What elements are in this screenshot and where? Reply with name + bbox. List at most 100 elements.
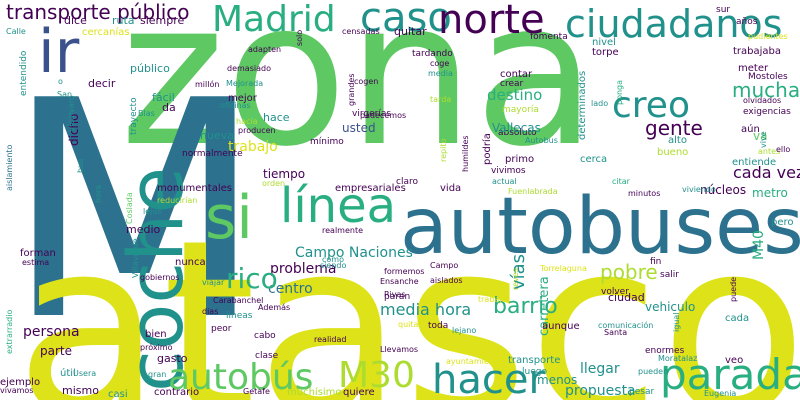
- word-157: vivimos: [491, 166, 526, 176]
- word-188: torpe: [592, 47, 619, 58]
- word-79: Coslada: [125, 192, 134, 224]
- word-22: problema: [270, 261, 337, 277]
- word-127: extrarradio: [5, 309, 14, 354]
- word-136: lejano: [452, 326, 477, 335]
- word-77: hora: [94, 184, 103, 203]
- word-78: bus: [76, 158, 85, 173]
- word-85: forman: [20, 248, 56, 259]
- word-139: luego: [522, 367, 547, 377]
- word-1: M: [5, 37, 264, 386]
- word-55: decir: [88, 77, 116, 90]
- word-113: comunicación: [598, 321, 654, 330]
- word-172: repito: [439, 138, 448, 162]
- word-42: dice: [64, 14, 87, 27]
- word-145: Getafe: [243, 387, 270, 396]
- word-121: mismo: [62, 384, 99, 397]
- word-124: vivamos: [0, 386, 34, 395]
- word-25: media hora: [380, 300, 472, 319]
- word-173: tarda: [430, 95, 452, 104]
- word-195: vive: [759, 131, 768, 148]
- word-178: virgerías: [352, 109, 392, 119]
- word-45: fomenta: [530, 32, 568, 42]
- word-101: aislados: [430, 276, 463, 285]
- word-21: cada vez: [733, 163, 800, 182]
- word-57: demasiado: [227, 64, 271, 73]
- word-147: quiere: [343, 387, 375, 398]
- word-53: pudientes: [748, 32, 788, 41]
- word-14: parada: [660, 350, 800, 399]
- word-38: propuesta: [565, 383, 636, 399]
- word-34: M40: [751, 230, 767, 260]
- word-134: quita: [398, 320, 419, 329]
- word-194: va: [753, 129, 768, 143]
- word-43: cercanías: [82, 27, 130, 38]
- word-97: Ensanche: [380, 277, 419, 286]
- word-180: grandes: [347, 73, 356, 106]
- word-52: años: [736, 17, 758, 27]
- word-41: ruta: [112, 14, 135, 27]
- word-129: próximo: [140, 343, 173, 352]
- word-15: autobús: [168, 357, 314, 398]
- word-102: reves: [511, 268, 520, 290]
- word-61: da: [162, 101, 176, 114]
- word-60: fácil: [152, 91, 175, 104]
- word-49: solo: [295, 29, 304, 46]
- word-51: sur: [716, 5, 731, 15]
- word-63: oficinas: [220, 101, 251, 110]
- word-175: determinados: [577, 70, 588, 140]
- word-115: enormes: [645, 346, 685, 356]
- word-87: nunca: [175, 257, 206, 268]
- word-33: Campo Naciones: [295, 245, 413, 261]
- word-13: hacer: [432, 357, 545, 400]
- word-162: orden: [262, 179, 286, 188]
- word-104: Torrelaguna: [540, 264, 587, 273]
- word-160: empresariales: [335, 183, 406, 194]
- word-4: ir: [38, 17, 80, 87]
- word-135: toda: [428, 321, 449, 331]
- word-192: exigencias: [743, 107, 791, 117]
- word-65: hacia: [236, 117, 258, 126]
- word-189: meter: [738, 63, 769, 74]
- word-92: lineas: [226, 311, 253, 321]
- word-163: primo: [505, 154, 535, 165]
- word-158: vida: [440, 183, 462, 194]
- word-36: parte: [40, 344, 72, 358]
- word-90: Carabanchel: [213, 296, 264, 305]
- word-165: bueno: [657, 147, 689, 158]
- word-75: o: [58, 77, 63, 86]
- word-30: usted: [342, 121, 376, 135]
- word-91: dias: [202, 307, 219, 316]
- word-84: Villaverde: [131, 238, 140, 278]
- word-35: persona: [23, 324, 80, 340]
- word-11: creo: [612, 85, 690, 126]
- word-0: zona: [120, 0, 597, 191]
- word-107: volver: [601, 287, 629, 297]
- word-58: millón: [195, 80, 220, 89]
- word-122: útil: [60, 368, 76, 379]
- word-82: lejos: [143, 207, 162, 216]
- word-8: caso: [360, 0, 452, 41]
- word-7: Madrid: [212, 0, 336, 40]
- word-111: cada: [725, 313, 750, 324]
- word-142: ayuntamiento: [446, 357, 502, 366]
- word-64: hace: [263, 111, 290, 124]
- word-2: atasco: [15, 188, 800, 400]
- word-143: gran: [148, 370, 167, 379]
- word-66: producen: [238, 126, 276, 135]
- word-191: olvidados: [743, 96, 782, 105]
- word-137: aunque: [542, 321, 580, 332]
- word-169: podría: [482, 133, 493, 165]
- word-108: ciudad: [608, 291, 645, 304]
- word-95: siendo: [320, 261, 347, 270]
- word-105: fin: [650, 257, 662, 267]
- word-155: Fuenlabrada: [508, 187, 558, 196]
- word-126: ejemplo: [0, 377, 41, 388]
- word-96: formemos: [384, 267, 425, 276]
- word-153: viviendo: [682, 185, 716, 194]
- word-5: si: [205, 183, 253, 253]
- word-27: pobre: [600, 260, 658, 284]
- word-83: medio: [126, 223, 161, 236]
- word-140: realidad: [314, 335, 347, 344]
- word-123: Usera: [73, 369, 97, 378]
- word-32: tiempo: [263, 167, 306, 181]
